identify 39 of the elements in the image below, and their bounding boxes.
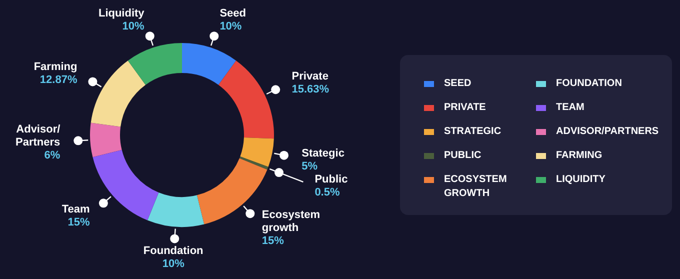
data-label: 15% xyxy=(68,216,90,228)
legend-label: LIQUIDITY xyxy=(556,173,606,187)
text: Team xyxy=(62,203,90,216)
legend-label: TEAM xyxy=(556,101,586,115)
data-label: 10% xyxy=(122,20,145,32)
text: Seed xyxy=(220,7,246,20)
donut-slice xyxy=(240,137,274,167)
text: Public xyxy=(314,173,348,186)
legend-label: FOUNDATION xyxy=(556,77,623,91)
donut-slice xyxy=(90,60,146,127)
data-label: 15.63% xyxy=(292,83,330,96)
legend-label: STRATEGIC xyxy=(444,125,502,139)
text: Farming xyxy=(34,60,78,73)
data-label: 5% xyxy=(302,160,318,172)
data-label: 10% xyxy=(162,258,185,270)
text: Ecosystem growth xyxy=(262,209,320,234)
donut-slice xyxy=(182,43,236,85)
legend-label: PRIVATE xyxy=(444,101,487,115)
legend-label: FARMING xyxy=(556,149,604,163)
donut-slice xyxy=(239,156,268,170)
legend-label: SEED xyxy=(444,77,472,91)
donut-slice xyxy=(218,60,274,139)
donut-slice xyxy=(128,43,182,85)
data-label: 10% xyxy=(220,20,242,32)
text: Liquidity xyxy=(98,7,144,20)
legend-label: ECOSYSTEM GROWTH xyxy=(444,173,508,201)
data-label: 12.87% xyxy=(40,74,78,86)
text: Advisor/ Partners xyxy=(16,124,60,149)
data-label: 15% xyxy=(262,235,284,248)
text: Stategic xyxy=(302,147,344,160)
text: Private xyxy=(292,70,328,82)
data-label: 6% xyxy=(44,150,60,162)
donut-slice xyxy=(90,122,122,158)
legend-label: ADVISOR/PARTNERS xyxy=(556,125,659,139)
legend-label: PUBLIC xyxy=(444,149,482,163)
data-label: 0.5% xyxy=(314,186,340,198)
donut-slice xyxy=(92,150,159,220)
donut-slice xyxy=(147,192,204,227)
text: Foundation xyxy=(143,245,204,258)
